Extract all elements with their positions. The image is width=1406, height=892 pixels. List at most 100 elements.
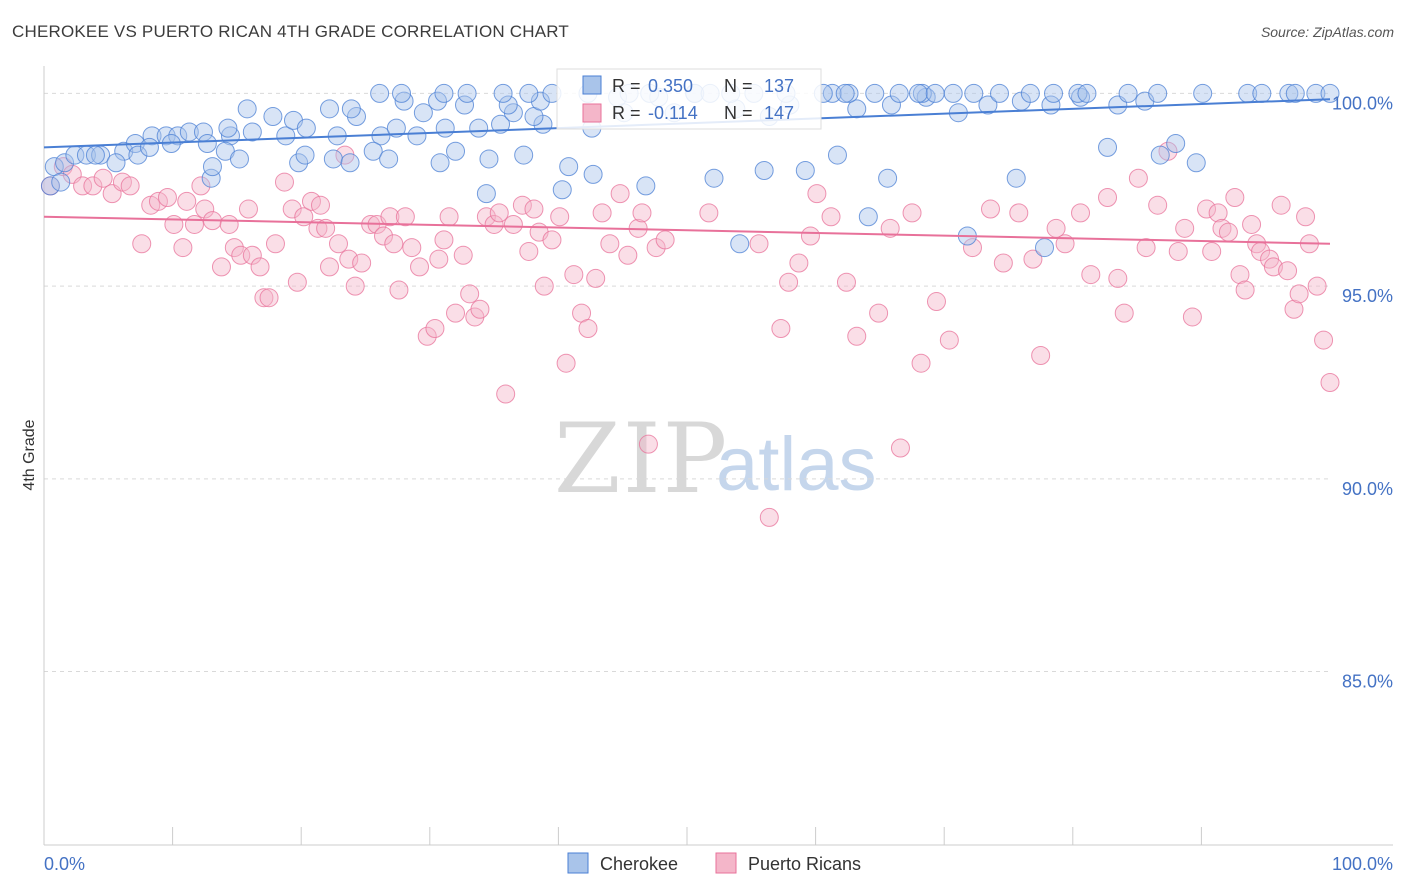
cherokee-point-115: [1306, 83, 1326, 103]
puerto-ricans-point-35: [308, 218, 328, 238]
cherokee-point-8: [142, 126, 162, 146]
cherokee-point-113: [1252, 83, 1272, 103]
puerto-ricans-point-104: [911, 353, 931, 373]
cherokee-point-138: [1077, 83, 1097, 103]
cherokee-point-40: [636, 176, 656, 196]
puerto-ricans-point-48: [384, 234, 404, 254]
cherokee-point-42: [754, 161, 774, 181]
puerto-ricans-point-18: [195, 199, 215, 219]
puerto-ricans-point-56: [434, 230, 454, 250]
cherokee-points: [40, 83, 1340, 258]
puerto-ricans-point-108: [980, 199, 1000, 219]
cherokee-point-109: [1118, 83, 1138, 103]
puerto-ricans-point-68: [512, 195, 532, 215]
puerto-ricans-point-122: [1148, 195, 1168, 215]
cherokee-point-132: [835, 83, 855, 103]
puerto-ricans-point-102: [890, 438, 910, 458]
puerto-ricans-point-9: [132, 234, 152, 254]
stats-legend: R = 0.350 N = 137 R = -0.114 N = 147: [556, 68, 822, 130]
cherokee-point-39: [583, 164, 603, 184]
cherokee-point-90: [341, 99, 361, 119]
puerto-ricans-point-110: [1009, 203, 1029, 223]
cherokee-point-25: [139, 137, 159, 157]
puerto-ricans-point-117: [1098, 187, 1118, 207]
puerto-ricans-point-97: [821, 207, 841, 227]
puerto-ricans-point-87: [655, 230, 675, 250]
puerto-ricans-point-91: [759, 507, 779, 527]
chart-title: CHEROKEE VS PUERTO RICAN 4TH GRADE CORRE…: [12, 22, 570, 41]
puerto-ricans-point-140: [1271, 195, 1291, 215]
puerto-ricans-point-3: [73, 176, 93, 196]
puerto-ricans-point-96: [807, 184, 827, 204]
puerto-ricans-point-75: [556, 353, 576, 373]
stats-n-label-cherokee: N =: [724, 76, 753, 96]
cherokee-point-35: [430, 153, 450, 173]
puerto-ricans-point-27: [254, 288, 274, 308]
cherokee-point-95: [530, 91, 550, 111]
puerto-ricans-point-118: [1108, 268, 1128, 288]
cherokee-point-110: [1148, 83, 1168, 103]
puerto-ricans-point-129: [1208, 203, 1228, 223]
stats-r-label-puerto-ricans: R =: [612, 103, 641, 123]
puerto-ricans-point-41: [339, 249, 359, 269]
cherokee-point-94: [498, 95, 518, 115]
puerto-ricans-point-25: [242, 245, 262, 265]
watermark-zip: ZIP: [554, 403, 729, 515]
puerto-ricans-point-54: [425, 319, 445, 339]
cherokee-point-83: [978, 95, 998, 115]
cherokee-point-105: [943, 83, 963, 103]
puerto-ricans-point-69: [519, 241, 539, 261]
puerto-ricans-point-14: [173, 238, 193, 258]
cherokee-point-23: [106, 153, 126, 173]
puerto-ricans-point-20: [211, 257, 231, 277]
cherokee-point-117: [1320, 83, 1340, 103]
stats-r-value-cherokee: 0.350: [648, 76, 693, 96]
watermark-atlas: atlas: [716, 422, 877, 507]
legend-label-puerto-ricans: Puerto Ricans: [748, 854, 861, 874]
cherokee-point-22: [85, 145, 105, 165]
puerto-ricans-point-13: [164, 214, 184, 234]
cherokee-point-48: [858, 207, 878, 227]
cherokee-point-135: [925, 83, 945, 103]
cherokee-point-119: [392, 83, 412, 103]
cherokee-point-111: [1193, 83, 1213, 103]
puerto-ricans-point-58: [446, 303, 466, 323]
puerto-ricans-point-103: [902, 203, 922, 223]
cherokee-point-45: [1006, 168, 1026, 188]
puerto-ricans-point-17: [191, 176, 211, 196]
cherokee-point-37: [514, 145, 534, 165]
puerto-ricans-point-30: [274, 172, 294, 192]
puerto-ricans-point-120: [1128, 168, 1148, 188]
puerto-ricans-point-142: [1284, 299, 1304, 319]
puerto-ricans-point-82: [610, 184, 630, 204]
puerto-ricans-point-4: [83, 176, 103, 196]
cherokee-point-43: [795, 161, 815, 181]
puerto-ricans-point-74: [550, 207, 570, 227]
legend-swatch-cherokee: [567, 852, 589, 874]
puerto-ricans-point-52: [410, 257, 430, 277]
puerto-ricans-point-101: [880, 218, 900, 238]
cherokee-point-34: [379, 149, 399, 169]
puerto-ricans-point-15: [177, 191, 197, 211]
y-tick-label-0: 100.0%: [1332, 93, 1393, 113]
puerto-ricans-point-116: [1081, 265, 1101, 285]
puerto-ricans-point-147: [1314, 330, 1334, 350]
puerto-ricans-point-124: [1168, 241, 1188, 261]
puerto-ricans-point-85: [638, 434, 658, 454]
puerto-ricans-point-143: [1289, 284, 1309, 304]
puerto-ricans-point-98: [836, 272, 856, 292]
puerto-ricans-point-139: [1263, 257, 1283, 277]
x-tick-label-0: 0.0%: [44, 854, 85, 874]
y-axis-title: 4th Grade: [21, 419, 38, 490]
puerto-ricans-point-37: [316, 218, 336, 238]
cherokee-point-51: [1098, 137, 1118, 157]
cherokee-point-103: [865, 83, 885, 103]
cherokee-point-50: [1035, 238, 1055, 258]
puerto-ricans-point-42: [345, 276, 365, 296]
cherokee-point-107: [1020, 83, 1040, 103]
cherokee-point-31: [323, 149, 343, 169]
puerto-ricans-point-39: [328, 234, 348, 254]
puerto-ricans-point-57: [439, 207, 459, 227]
puerto-ricans-point-22: [224, 238, 244, 258]
puerto-ricans-point-70: [524, 199, 544, 219]
